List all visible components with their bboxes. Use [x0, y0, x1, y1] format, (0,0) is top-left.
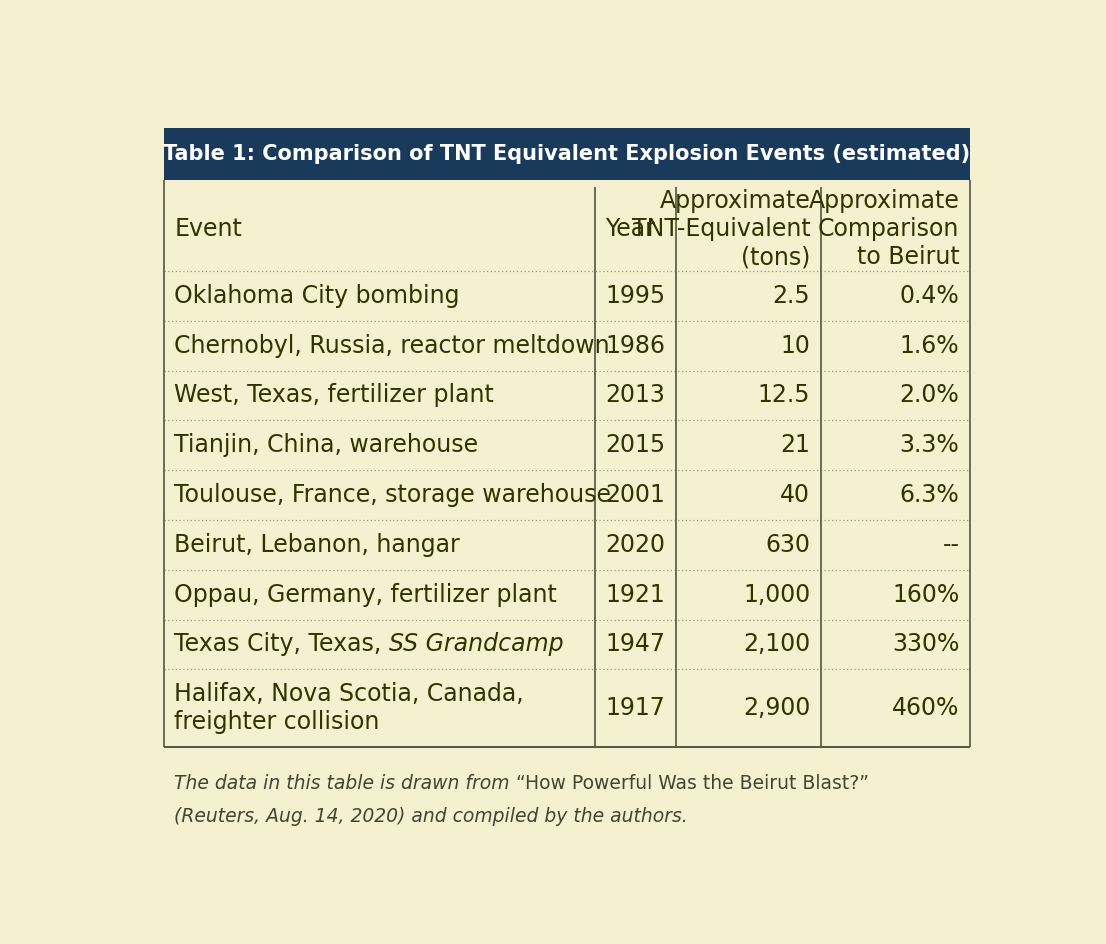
Text: Chernobyl, Russia, reactor meltdown: Chernobyl, Russia, reactor meltdown: [175, 333, 609, 358]
Text: 2015: 2015: [605, 433, 666, 457]
Text: 1921: 1921: [605, 582, 665, 607]
Text: 1986: 1986: [605, 333, 666, 358]
Text: 460%: 460%: [893, 696, 959, 720]
Text: 1947: 1947: [605, 632, 665, 656]
Text: Texas City, Texas,: Texas City, Texas,: [175, 632, 389, 656]
Text: 1.6%: 1.6%: [900, 333, 959, 358]
Text: Toulouse, France, storage warehouse: Toulouse, France, storage warehouse: [175, 483, 612, 507]
Text: West, Texas, fertilizer plant: West, Texas, fertilizer plant: [175, 383, 494, 408]
Text: 2020: 2020: [605, 532, 666, 557]
Text: SS Grandcamp: SS Grandcamp: [389, 632, 564, 656]
Text: Halifax, Nova Scotia, Canada,
freighter collision: Halifax, Nova Scotia, Canada, freighter …: [175, 682, 524, 733]
Text: 21: 21: [781, 433, 811, 457]
Text: Approximate
TNT-Equivalent
(tons): Approximate TNT-Equivalent (tons): [632, 190, 811, 269]
Text: 2013: 2013: [605, 383, 665, 408]
Text: The data in this table is drawn from: The data in this table is drawn from: [175, 774, 515, 793]
Text: 630: 630: [765, 532, 811, 557]
Text: Beirut, Lebanon, hangar: Beirut, Lebanon, hangar: [175, 532, 460, 557]
Text: 2,900: 2,900: [743, 696, 811, 720]
Text: Oppau, Germany, fertilizer plant: Oppau, Germany, fertilizer plant: [175, 582, 557, 607]
Text: Year: Year: [605, 217, 655, 242]
FancyBboxPatch shape: [164, 127, 970, 180]
Text: 2.0%: 2.0%: [899, 383, 959, 408]
Text: 3.3%: 3.3%: [899, 433, 959, 457]
Text: 2.5: 2.5: [773, 284, 811, 308]
Text: Tianjin, China, warehouse: Tianjin, China, warehouse: [175, 433, 479, 457]
Text: 330%: 330%: [893, 632, 959, 656]
Text: 10: 10: [781, 333, 811, 358]
Text: --: --: [942, 532, 959, 557]
Text: 160%: 160%: [893, 582, 959, 607]
Text: 12.5: 12.5: [758, 383, 811, 408]
Text: 2001: 2001: [605, 483, 665, 507]
Text: 6.3%: 6.3%: [899, 483, 959, 507]
Text: 1,000: 1,000: [743, 582, 811, 607]
Text: 1917: 1917: [605, 696, 665, 720]
Text: 40: 40: [781, 483, 811, 507]
Text: 0.4%: 0.4%: [899, 284, 959, 308]
Text: Table 1: Comparison of TNT Equivalent Explosion Events (estimated): Table 1: Comparison of TNT Equivalent Ex…: [164, 144, 970, 164]
Text: 2,100: 2,100: [743, 632, 811, 656]
Text: Event: Event: [175, 217, 242, 242]
Text: 1995: 1995: [605, 284, 666, 308]
Text: Approximate
Comparison
to Beirut: Approximate Comparison to Beirut: [808, 190, 959, 269]
Text: “How Powerful Was the Beirut Blast?”: “How Powerful Was the Beirut Blast?”: [515, 774, 868, 793]
Text: (Reuters, Aug. 14, 2020) and compiled by the authors.: (Reuters, Aug. 14, 2020) and compiled by…: [175, 807, 688, 826]
Text: Oklahoma City bombing: Oklahoma City bombing: [175, 284, 460, 308]
